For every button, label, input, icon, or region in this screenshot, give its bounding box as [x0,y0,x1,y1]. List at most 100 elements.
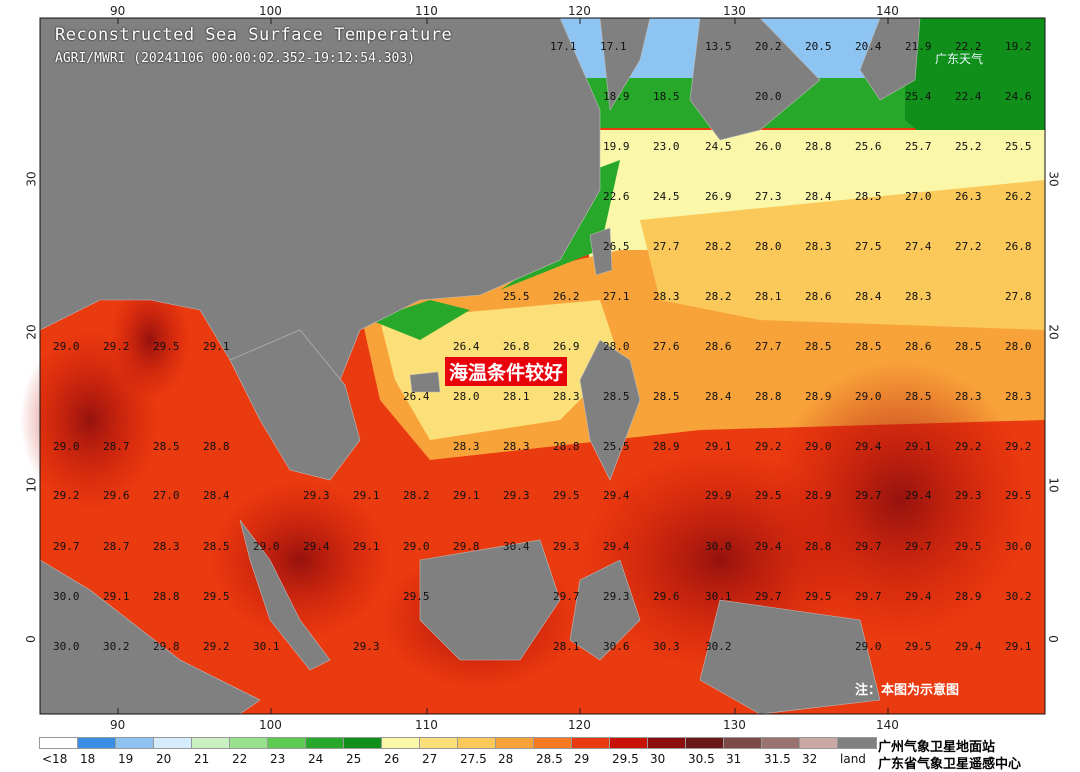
legend-label: 29 [574,752,590,766]
sst-value: 20.2 [755,40,782,53]
sst-value: 29.1 [905,440,932,453]
sst-value: 28.8 [153,590,180,603]
legend-label: 32 [802,752,818,766]
weather-logo: 广东天气 [935,52,984,66]
sst-value: 29.3 [503,489,530,502]
sst-value: 29.7 [755,590,782,603]
sst-value: 28.7 [103,540,130,553]
sst-value: 29.5 [203,590,230,603]
sst-value: 30.2 [705,640,732,653]
sst-value: 29.5 [955,540,982,553]
legend-label: 18 [80,752,96,766]
sst-value: 26.0 [755,140,782,153]
lat-tick-30: 30 [24,171,39,187]
sst-value: 26.9 [705,190,732,203]
legend-swatch [837,737,877,749]
land-asia [39,17,601,381]
legend-swatch [267,737,307,749]
legend-swatch [229,737,269,749]
sst-value: 28.0 [453,390,480,403]
legend-swatch [799,737,839,749]
callout-label: 海温条件较好 [445,357,568,386]
sst-value: 28.3 [653,290,680,303]
sst-value: 29.3 [353,640,380,653]
sst-value: 27.3 [755,190,782,203]
legend-swatch [191,737,231,749]
sst-value: 26.3 [955,190,982,203]
sst-value: 17.1 [600,40,627,53]
sst-value: 20.0 [755,90,782,103]
sst-value: 28.5 [603,390,630,403]
sst-value: 29.4 [603,540,630,553]
lon-tick-130: 130 [723,4,746,18]
sst-value: 29.9 [705,489,732,502]
sst-value: 29.7 [53,540,80,553]
sst-value: 29.3 [303,489,330,502]
graticule-ticks [117,18,889,714]
sst-value: 25.7 [905,140,932,153]
sst-value: 30.0 [53,590,80,603]
sst-values: 17.1 17.1 13.5 20.2 20.5 20.4 21.9 22.2 19.2 18.9… [53,40,1032,653]
sst-value: 27.7 [653,240,680,253]
sst-value: 30.3 [653,640,680,653]
sst-value: 29.4 [755,540,782,553]
sst-value: 25.5 [1005,140,1032,153]
legend-swatch [153,737,193,749]
legend-swatch [381,737,421,749]
sst-value: 28.8 [755,390,782,403]
sst-value: 30.1 [705,590,732,603]
sst-value: 29.2 [1005,440,1032,453]
sst-value: 28.5 [855,340,882,353]
lat-tick-0-right: 0 [1045,635,1060,643]
sst-value: 28.8 [805,140,832,153]
land-taiwan [589,227,613,276]
sst-value: 25.4 [905,90,932,103]
lon-tick-130-bottom: 130 [723,718,746,732]
lon-tick-90: 90 [110,4,126,18]
land-new-guinea [699,599,881,715]
lat-tick-10: 10 [24,477,39,493]
sst-value: 28.1 [755,290,782,303]
sst-value: 28.2 [705,240,732,253]
sst-value: 22.6 [603,190,630,203]
sst-value: 19.2 [1005,40,1032,53]
sst-value: 26.2 [1005,190,1032,203]
sst-value: 29.5 [553,489,580,502]
legend-swatch [647,737,687,749]
sst-value: 27.5 [855,240,882,253]
schematic-note: 注：本图为示意图 [855,683,960,698]
sst-value: 28.6 [805,290,832,303]
sst-value: 19.9 [603,140,630,153]
sst-value: 29.8 [453,540,480,553]
legend-label: 30.5 [688,752,715,766]
sst-value: 29.2 [53,489,80,502]
sst-value: 30.2 [1005,590,1032,603]
sst-value: 30.2 [103,640,130,653]
sst-value: 28.9 [805,390,832,403]
sst-value: 26.2 [553,290,580,303]
sst-value: 27.4 [905,240,932,253]
lon-tick-140-bottom: 140 [876,718,899,732]
sst-value: 18.5 [653,90,680,103]
sst-value: 30.0 [53,640,80,653]
land-sulawesi [569,559,641,661]
lat-tick-10-right: 10 [1046,477,1061,493]
land-borneo [419,539,561,661]
legend-label: land [840,752,866,766]
legend-label: 27 [422,752,438,766]
sst-value: 27.8 [1005,290,1032,303]
sst-value: 26.5 [603,240,630,253]
sst-value: 29.6 [653,590,680,603]
org-station: 广州气象卫星地面站 [878,740,996,755]
sst-value: 28.2 [705,290,732,303]
sst-value: 29.0 [403,540,430,553]
legend-swatch [571,737,611,749]
legend-label: 25 [346,752,362,766]
legend-swatch [723,737,763,749]
sst-value: 29.7 [855,489,882,502]
sst-value: 29.2 [955,440,982,453]
sst-value: 29.0 [53,340,80,353]
sst-value: 26.4 [453,340,480,353]
sst-value: 29.5 [1005,489,1032,502]
sst-value: 28.1 [553,640,580,653]
